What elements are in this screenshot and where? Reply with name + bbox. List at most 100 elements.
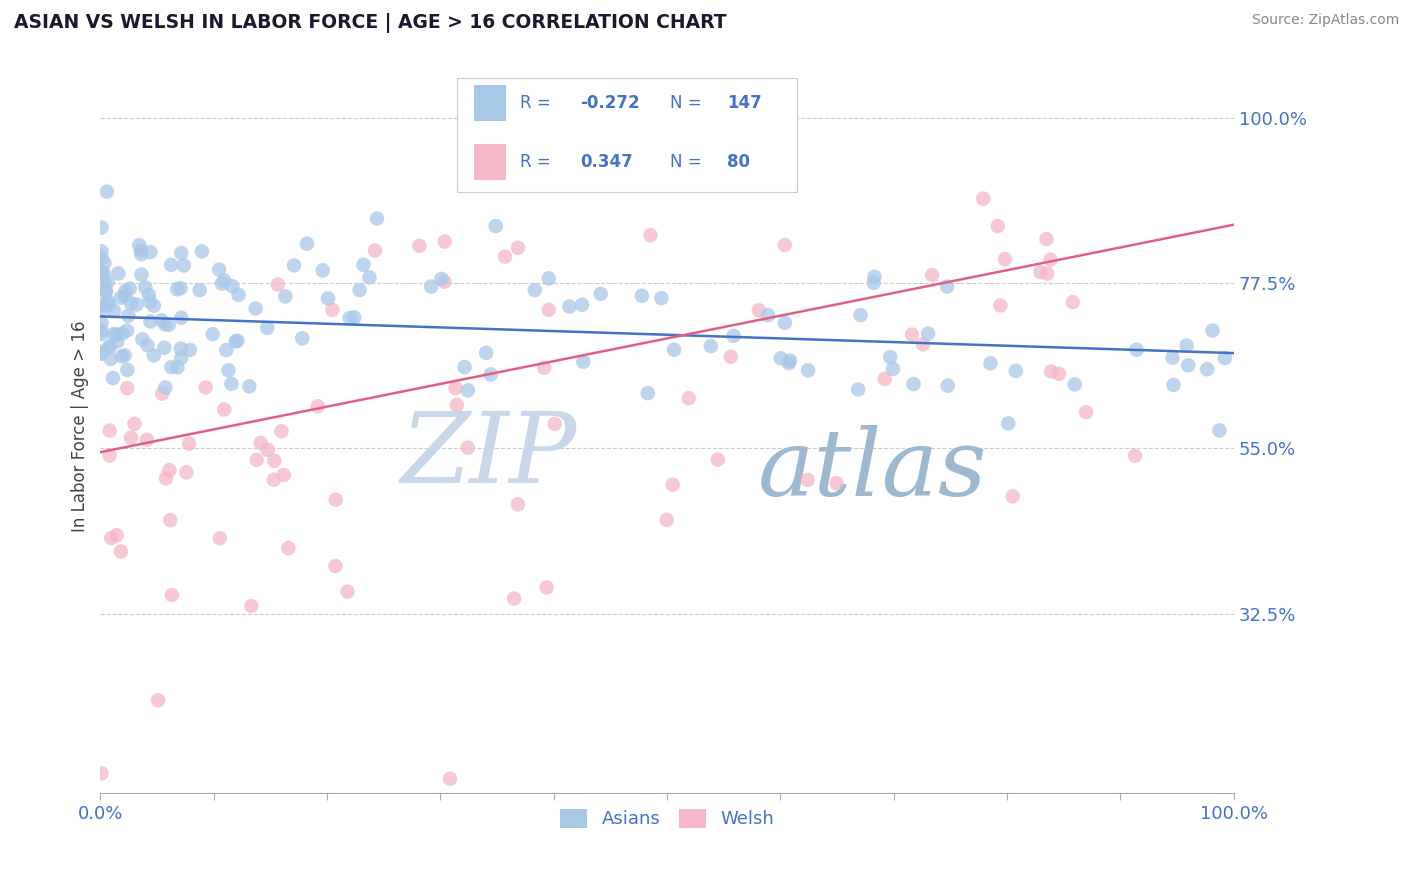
Point	[849, 308, 872, 322]
Text: 0.347: 0.347	[579, 153, 633, 171]
Point	[101, 371, 124, 385]
Point	[572, 355, 595, 369]
Point	[1197, 362, 1219, 376]
Point	[862, 276, 884, 290]
Point	[882, 362, 904, 376]
Point	[273, 468, 295, 483]
Point	[274, 289, 297, 303]
Point	[846, 383, 869, 397]
Point	[245, 453, 267, 467]
Point	[160, 360, 183, 375]
Point	[90, 326, 112, 341]
Text: N =: N =	[671, 153, 707, 171]
Point	[150, 386, 173, 401]
Point	[110, 291, 132, 305]
Point	[1047, 367, 1070, 381]
Point	[655, 513, 678, 527]
Point	[773, 316, 796, 330]
Point	[797, 363, 820, 377]
Point	[987, 219, 1010, 233]
Point	[325, 492, 347, 507]
Point	[678, 391, 700, 405]
Text: -0.272: -0.272	[579, 94, 640, 112]
Point	[1208, 424, 1230, 438]
Point	[263, 454, 285, 468]
Point	[503, 591, 526, 606]
Point	[90, 347, 112, 361]
Point	[446, 398, 468, 412]
Point	[90, 220, 112, 235]
Point	[661, 477, 683, 491]
Point	[117, 363, 139, 377]
Point	[571, 298, 593, 312]
Point	[773, 238, 796, 252]
Point	[650, 291, 672, 305]
Point	[1123, 449, 1146, 463]
Point	[349, 283, 371, 297]
Point	[994, 252, 1017, 267]
Point	[111, 326, 134, 341]
Point	[155, 318, 177, 332]
Point	[748, 303, 770, 318]
Point	[523, 283, 546, 297]
Point	[136, 338, 159, 352]
Point	[1177, 359, 1199, 373]
Point	[120, 296, 142, 310]
Text: R =: R =	[520, 153, 555, 171]
Point	[475, 346, 498, 360]
Point	[157, 318, 180, 332]
Point	[263, 473, 285, 487]
Point	[215, 343, 238, 358]
Point	[97, 275, 120, 289]
Point	[479, 368, 502, 382]
Point	[221, 279, 243, 293]
Point	[114, 348, 136, 362]
Point	[131, 268, 153, 282]
Point	[631, 289, 654, 303]
Point	[90, 345, 112, 359]
Point	[589, 286, 612, 301]
Point	[1040, 364, 1063, 378]
Point	[457, 441, 479, 455]
Point	[283, 259, 305, 273]
Point	[90, 252, 112, 266]
Point	[420, 279, 443, 293]
Point	[120, 431, 142, 445]
Point	[98, 340, 121, 354]
Point	[221, 376, 243, 391]
Point	[100, 531, 122, 545]
Point	[212, 402, 235, 417]
Point	[194, 380, 217, 394]
Point	[228, 287, 250, 301]
Point	[1213, 351, 1236, 365]
Point	[979, 356, 1001, 370]
Point	[506, 497, 529, 511]
Point	[494, 250, 516, 264]
Point	[159, 513, 181, 527]
Point	[118, 282, 141, 296]
Text: Source: ZipAtlas.com: Source: ZipAtlas.com	[1251, 13, 1399, 28]
Point	[90, 267, 112, 281]
Point	[903, 377, 925, 392]
Point	[295, 236, 318, 251]
Text: atlas: atlas	[758, 425, 987, 516]
Point	[325, 559, 347, 574]
Point	[105, 528, 128, 542]
Point	[1074, 405, 1097, 419]
Point	[170, 342, 193, 356]
Text: 147: 147	[727, 94, 762, 112]
Point	[1039, 252, 1062, 267]
Point	[311, 263, 333, 277]
Point	[103, 304, 125, 318]
Point	[201, 327, 224, 342]
Point	[146, 693, 169, 707]
FancyBboxPatch shape	[457, 78, 797, 192]
Point	[166, 360, 188, 375]
Point	[160, 588, 183, 602]
Point	[211, 277, 233, 291]
Point	[170, 310, 193, 325]
Point	[90, 766, 112, 780]
Point	[558, 300, 581, 314]
Point	[117, 381, 139, 395]
Point	[170, 351, 193, 365]
